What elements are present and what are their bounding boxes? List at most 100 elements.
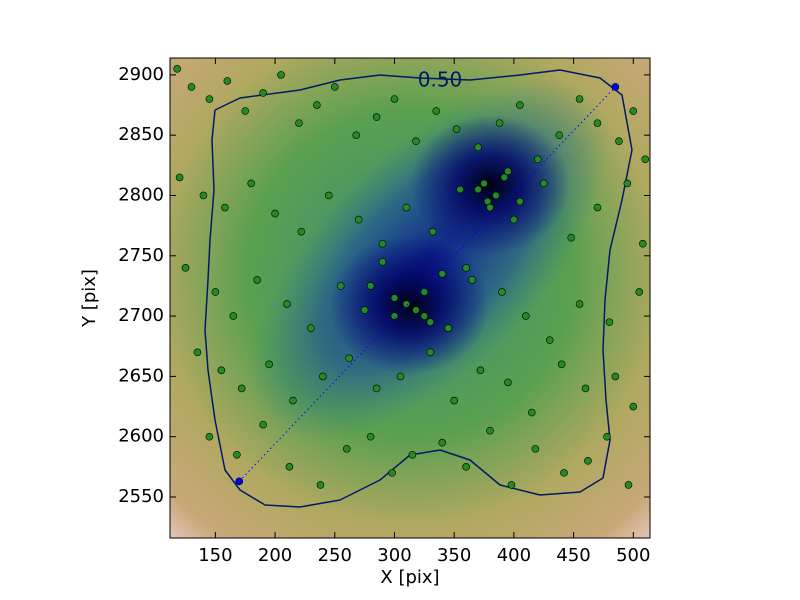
point bbox=[354, 215, 363, 224]
point bbox=[452, 125, 461, 133]
connector-line bbox=[238, 86, 616, 482]
point bbox=[330, 83, 339, 91]
point bbox=[486, 426, 494, 435]
point bbox=[539, 179, 548, 188]
point bbox=[438, 270, 447, 278]
point bbox=[500, 173, 509, 182]
point bbox=[412, 137, 420, 146]
x-tick-label: 450 bbox=[556, 545, 590, 566]
point bbox=[593, 203, 602, 212]
point bbox=[396, 372, 405, 381]
point bbox=[345, 354, 353, 363]
point bbox=[277, 71, 285, 79]
point bbox=[504, 378, 512, 387]
x-tick-label: 350 bbox=[437, 545, 471, 566]
point bbox=[476, 366, 485, 375]
point bbox=[560, 469, 568, 477]
y-tick-label: 2850 bbox=[118, 124, 164, 145]
point bbox=[629, 107, 638, 115]
point bbox=[297, 227, 306, 236]
point bbox=[426, 318, 435, 326]
point bbox=[285, 463, 294, 471]
point bbox=[237, 384, 246, 393]
contour bbox=[204, 69, 633, 508]
point bbox=[390, 312, 399, 320]
point bbox=[372, 113, 381, 121]
point bbox=[295, 119, 303, 127]
point bbox=[510, 215, 518, 224]
point bbox=[229, 312, 238, 320]
point bbox=[360, 306, 369, 314]
y-tick-label: 2900 bbox=[118, 64, 164, 85]
point bbox=[390, 294, 399, 302]
point bbox=[319, 372, 327, 381]
point bbox=[450, 396, 458, 405]
point bbox=[533, 155, 542, 164]
point bbox=[495, 119, 504, 127]
point bbox=[289, 396, 297, 405]
point bbox=[352, 131, 361, 139]
point bbox=[581, 384, 590, 393]
point bbox=[462, 264, 470, 272]
point bbox=[390, 95, 399, 103]
point bbox=[313, 101, 321, 109]
point bbox=[611, 372, 620, 381]
point bbox=[516, 101, 524, 109]
point bbox=[584, 457, 592, 465]
point bbox=[593, 119, 602, 127]
y-tick-label: 2550 bbox=[118, 486, 164, 507]
y-tick-label: 2600 bbox=[118, 426, 164, 447]
point bbox=[557, 360, 566, 369]
point bbox=[624, 481, 633, 489]
point bbox=[253, 276, 261, 284]
point bbox=[402, 300, 411, 308]
point bbox=[623, 179, 632, 188]
point bbox=[420, 288, 429, 296]
x-tick-label: 150 bbox=[198, 545, 232, 566]
point bbox=[259, 420, 267, 429]
x-tick-label: 300 bbox=[377, 545, 411, 566]
point bbox=[498, 288, 506, 296]
point bbox=[567, 233, 575, 242]
point bbox=[635, 288, 644, 296]
point bbox=[193, 348, 202, 357]
point bbox=[211, 288, 220, 296]
point bbox=[217, 366, 226, 375]
point bbox=[575, 95, 584, 103]
point bbox=[545, 336, 554, 345]
point bbox=[247, 179, 255, 188]
point bbox=[468, 276, 476, 284]
point bbox=[504, 167, 512, 176]
point bbox=[307, 324, 315, 332]
point bbox=[522, 312, 530, 320]
point bbox=[205, 95, 214, 103]
point bbox=[205, 432, 214, 441]
point bbox=[629, 402, 638, 411]
point bbox=[233, 450, 241, 459]
point bbox=[199, 191, 208, 200]
point bbox=[531, 444, 540, 453]
point bbox=[639, 239, 647, 248]
point bbox=[474, 185, 482, 194]
point bbox=[444, 324, 453, 332]
point bbox=[221, 203, 229, 212]
point bbox=[428, 227, 437, 236]
point bbox=[336, 282, 345, 290]
point bbox=[527, 408, 536, 417]
point bbox=[378, 239, 387, 248]
point bbox=[456, 185, 464, 194]
y-axis-label: Y [pix] bbox=[79, 269, 100, 328]
point bbox=[235, 477, 244, 486]
point bbox=[366, 282, 375, 290]
point bbox=[462, 463, 470, 471]
point bbox=[402, 203, 411, 212]
point bbox=[181, 264, 190, 272]
point bbox=[378, 258, 387, 266]
x-tick-label: 250 bbox=[318, 545, 352, 566]
point bbox=[641, 155, 650, 164]
point bbox=[265, 360, 273, 369]
x-tick-label: 400 bbox=[497, 545, 531, 566]
point bbox=[372, 384, 381, 393]
y-tick-label: 2800 bbox=[118, 184, 164, 205]
